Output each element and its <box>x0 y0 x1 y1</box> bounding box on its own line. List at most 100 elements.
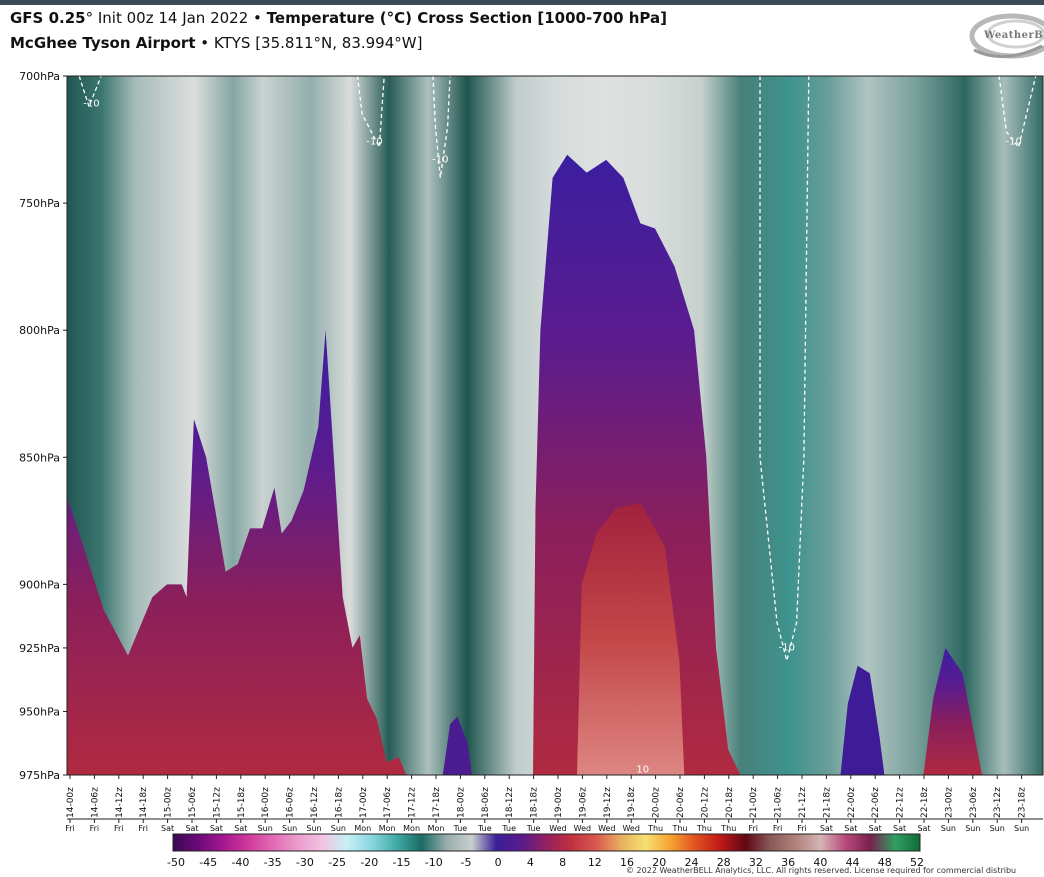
init-time: Init 00z 14 Jan 2022 <box>93 9 249 27</box>
day-label: Sun <box>941 824 956 833</box>
colorbar-tick-label: 0 <box>495 856 502 869</box>
contour-label: -10 <box>366 137 382 148</box>
logo-swirl-icon <box>969 13 1044 59</box>
y-axis: 700hPa 750hPa 800hPa 850hPa 900hPa 925hPa 950h… <box>19 70 67 782</box>
plot-frame <box>66 75 1044 776</box>
day-label: Sat <box>917 824 930 833</box>
top-bar <box>0 0 1044 5</box>
day-label: Sun <box>282 824 297 833</box>
x-tick-label: 23-00z <box>944 787 954 818</box>
day-label: Fri <box>138 824 148 833</box>
day-label: Mon <box>403 824 420 833</box>
day-label: Mon <box>379 824 396 833</box>
colorbar-tick-label: 44 <box>846 856 860 869</box>
x-tick-label: 21-12z <box>798 787 808 818</box>
contour-label: -10 <box>83 99 99 110</box>
degree-mark: ° <box>85 9 94 27</box>
colorbar-tick-label: -50 <box>167 856 185 869</box>
bullet-separator: • <box>248 9 267 27</box>
day-label: Wed <box>622 824 639 833</box>
colorbar-tick-label: 48 <box>878 856 892 869</box>
x-tick-label: 21-00z <box>749 787 759 818</box>
day-label: Thu <box>671 824 687 833</box>
y-tick-label: 950hPa <box>19 705 60 718</box>
x-tick-label: 19-00z <box>554 787 564 818</box>
x-tick-label: 19-06z <box>578 787 588 818</box>
colorbar-tick-label: -15 <box>393 856 411 869</box>
x-axis: 14-00z Fri 14-06z Fri 14-12z Fri 14-18z Fri 15-0… <box>65 775 1043 833</box>
day-label: Sat <box>893 824 906 833</box>
x-tick-label: 17-12z <box>408 787 418 818</box>
x-tick-label: 16-18z <box>334 787 344 818</box>
contour-label: -10 <box>432 154 448 165</box>
day-label: Sat <box>820 824 833 833</box>
day-label: Sat <box>210 824 223 833</box>
logo-text: WeatherBE <box>984 30 1044 41</box>
x-tick-label: 14-00z <box>66 787 76 818</box>
x-tick-label: 20-06z <box>676 787 686 818</box>
x-tick-label: 21-18z <box>822 787 832 818</box>
colorbar-tick-label: 36 <box>781 856 795 869</box>
warm-region-early <box>67 330 407 775</box>
colorbar-tick-label: 20 <box>652 856 666 869</box>
x-tick-label: 18-06z <box>481 787 491 818</box>
x-tick-label: 19-18z <box>627 787 637 818</box>
colorbar-gradient <box>172 833 921 852</box>
colorbar-tick-label: -35 <box>264 856 282 869</box>
colorbar-tick-label: 40 <box>813 856 827 869</box>
y-tick-label: 900hPa <box>19 578 60 591</box>
x-tick-label: 15-00z <box>164 787 174 818</box>
contours: -10 -10 -10 -10 -10 10 <box>78 76 1037 776</box>
contour-line-3 <box>759 76 810 661</box>
day-label: Sat <box>234 824 247 833</box>
colorbar-tick-label: -20 <box>360 856 378 869</box>
station-name: McGhee Tyson Airport <box>10 34 196 52</box>
weatherbell-logo: WeatherBE <box>964 10 1044 62</box>
bullet-separator: • <box>195 34 214 52</box>
day-label: Sun <box>258 824 273 833</box>
x-tick-label: 17-06z <box>383 787 393 818</box>
cross-section-chart: -10 -10 -10 -10 -10 10 700hPa 750hPa 800hPa 850h… <box>19 70 1044 869</box>
day-label: Mon <box>354 824 371 833</box>
x-tick-label: 15-06z <box>188 787 198 818</box>
x-tick-label: 20-00z <box>652 787 662 818</box>
colorbar-tick-label: 4 <box>527 856 534 869</box>
day-label: Sat <box>869 824 882 833</box>
colorbar-tick-label: -45 <box>199 856 217 869</box>
contour-label: 10 <box>636 765 649 776</box>
day-label: Thu <box>647 824 663 833</box>
colorbar-tick-label: 12 <box>588 856 602 869</box>
colorbar-tick-label: 16 <box>620 856 634 869</box>
x-tick-label: 19-12z <box>603 787 613 818</box>
day-label: Fri <box>797 824 807 833</box>
warm-region-saturday <box>840 665 885 775</box>
day-label: Fri <box>65 824 75 833</box>
day-label: Fri <box>114 824 124 833</box>
day-label: Fri <box>773 824 783 833</box>
x-tick-label: 22-12z <box>896 787 906 818</box>
colorbar-tick-label: -5 <box>460 856 471 869</box>
day-label: Wed <box>574 824 591 833</box>
x-tick-label: 15-12z <box>212 787 222 818</box>
warm-regions <box>67 154 982 775</box>
day-label: Sat <box>844 824 857 833</box>
chart-header-line-2: McGhee Tyson Airport • KTYS [35.811°N, 8… <box>10 34 422 52</box>
colorbar-tick-label: 8 <box>559 856 566 869</box>
x-tick-label: 18-18z <box>530 787 540 818</box>
contour-label: -10 <box>1006 137 1022 148</box>
day-label: Fri <box>90 824 100 833</box>
day-label: Sat <box>161 824 174 833</box>
day-label: Tue <box>477 824 492 833</box>
x-tick-label: 16-12z <box>310 787 320 818</box>
colorbar-tick-label: 28 <box>717 856 731 869</box>
colorbar-tick-label: 52 <box>910 856 924 869</box>
x-tick-label: 20-18z <box>725 787 735 818</box>
contour-line-0 <box>78 76 102 109</box>
contour-label: -10 <box>779 643 795 654</box>
contour-line-2 <box>432 76 451 178</box>
x-tick-label: 23-06z <box>969 787 979 818</box>
colorbar-tick-label: -25 <box>328 856 346 869</box>
x-tick-label: 16-06z <box>286 787 296 818</box>
y-tick-label: 975hPa <box>19 769 60 782</box>
x-tick-label: 23-12z <box>993 787 1003 818</box>
